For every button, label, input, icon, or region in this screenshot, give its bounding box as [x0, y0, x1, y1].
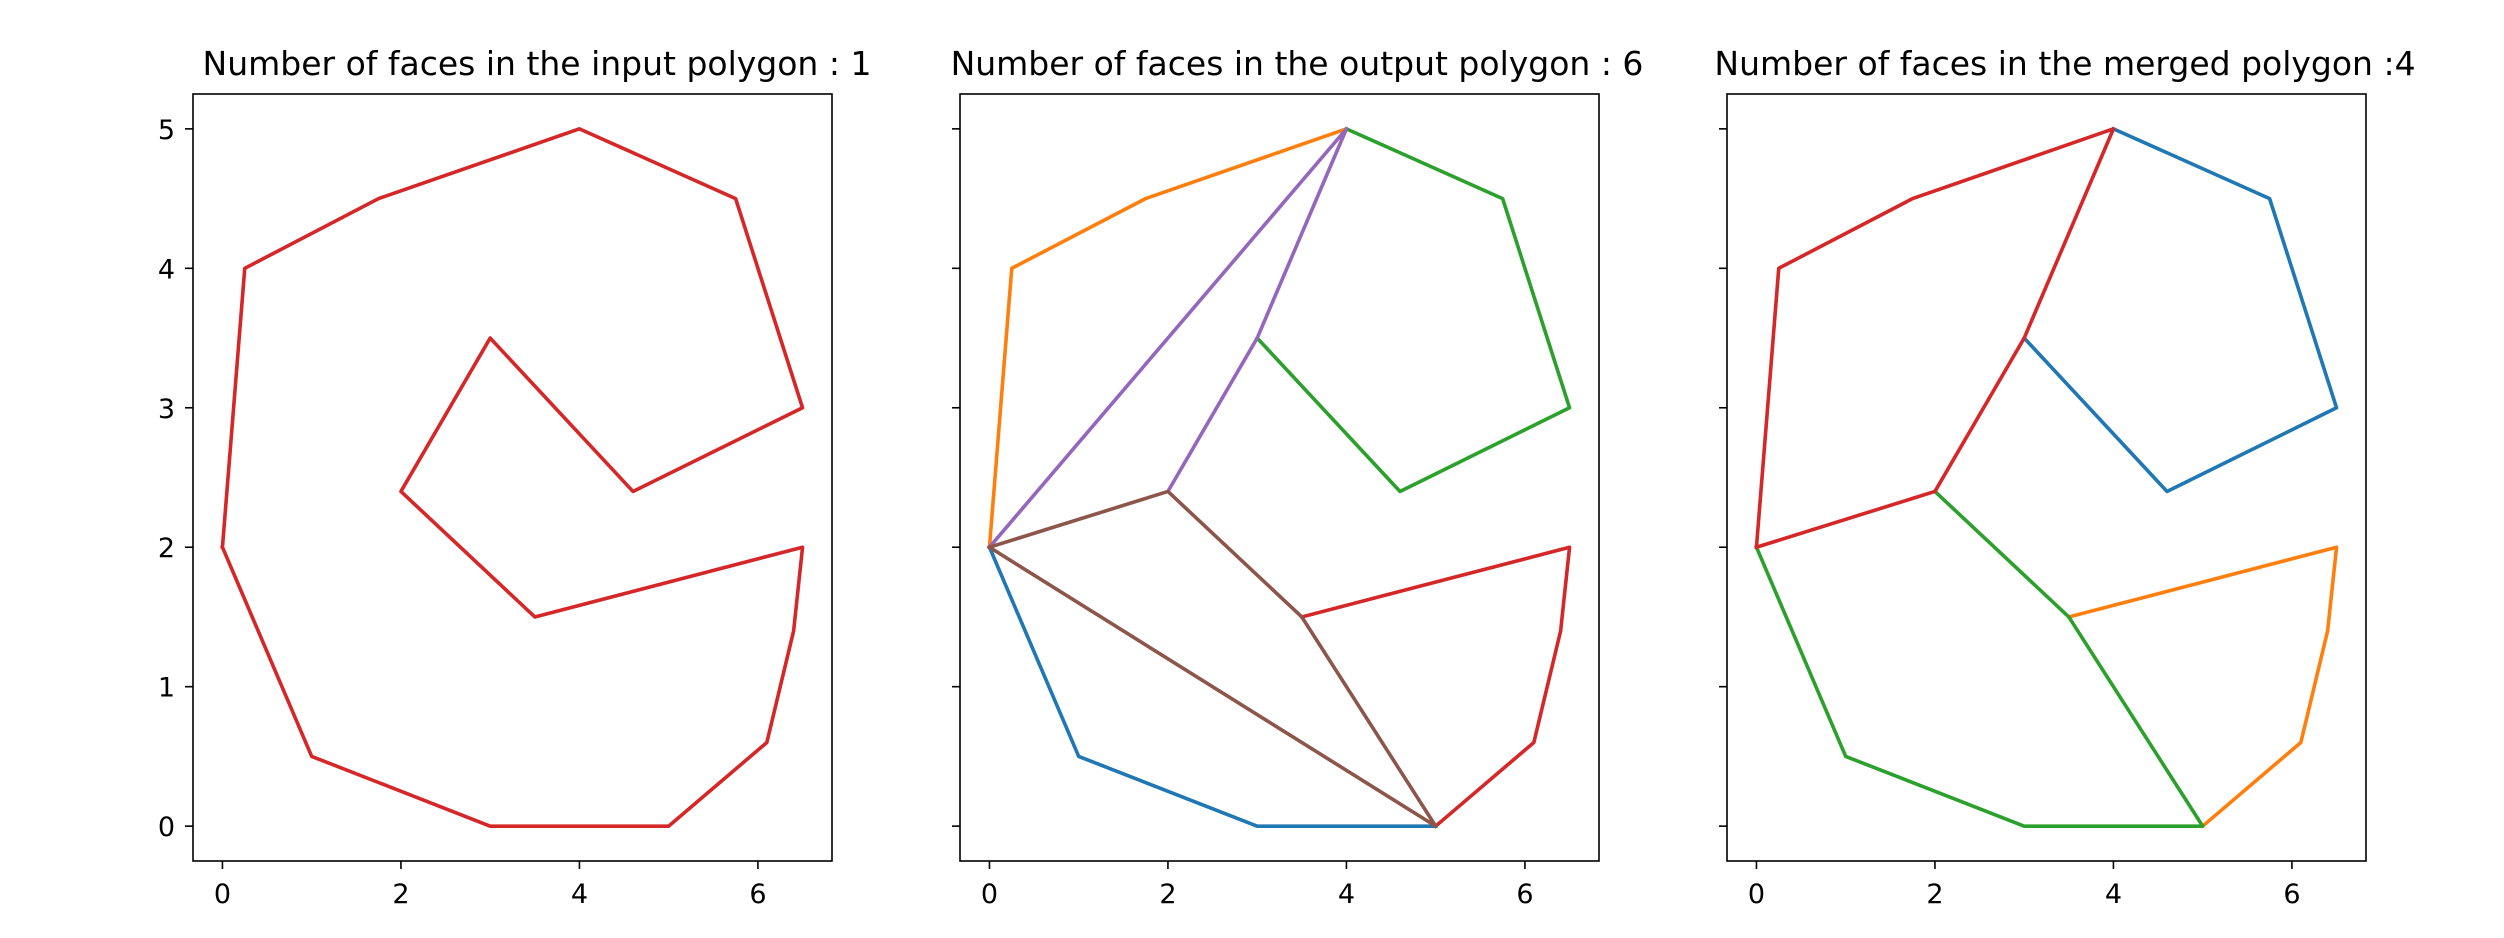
y-tick-label: 3 [158, 394, 175, 425]
x-tick-label: 6 [749, 879, 766, 910]
chart-panel-3: Number of faces in the merged polygon :4… [1714, 44, 2415, 910]
x-tick-label: 0 [981, 879, 998, 910]
chart-title: Number of faces in the merged polygon :4 [1714, 44, 2415, 83]
y-tick-label: 1 [158, 673, 175, 704]
x-tick-label: 6 [1516, 879, 1533, 910]
x-tick-label: 6 [2283, 879, 2300, 910]
series-line-3 [1254, 126, 1572, 494]
series-line-3 [1754, 488, 2205, 828]
y-tick-label: 2 [158, 533, 175, 564]
series-line-4 [1299, 545, 1572, 829]
chart-title: Number of faces in the input polygon : 1 [203, 44, 872, 83]
x-tick-label: 4 [571, 879, 588, 910]
axes-frame [192, 93, 833, 862]
chart-title: Number of faces in the output polygon : … [951, 44, 1644, 83]
chart-panel-2: Number of faces in the output polygon : … [951, 44, 1644, 910]
axes-frame [959, 93, 1600, 862]
axes-frame [1726, 93, 2367, 862]
y-tick-label: 0 [158, 812, 175, 843]
series-line-1 [220, 127, 805, 828]
series-line-4 [1754, 127, 2116, 550]
x-tick-label: 2 [1926, 879, 1943, 910]
x-tick-label: 2 [392, 879, 409, 910]
series-line-1 [987, 544, 1438, 828]
x-tick-label: 0 [1748, 879, 1765, 910]
y-tick-label: 4 [158, 254, 175, 285]
series-line-5 [986, 127, 1349, 550]
x-tick-label: 4 [2105, 879, 2122, 910]
series-line-2 [987, 126, 1349, 550]
x-tick-label: 4 [1338, 879, 1355, 910]
chart-panel-1: Number of faces in the input polygon : 1… [158, 44, 872, 910]
series-line-1 [2021, 126, 2339, 494]
x-tick-label: 2 [1159, 879, 1176, 910]
series-line-2 [2066, 545, 2339, 829]
series-line-6 [986, 489, 1438, 828]
x-tick-label: 0 [214, 879, 231, 910]
y-tick-label: 5 [158, 115, 175, 146]
